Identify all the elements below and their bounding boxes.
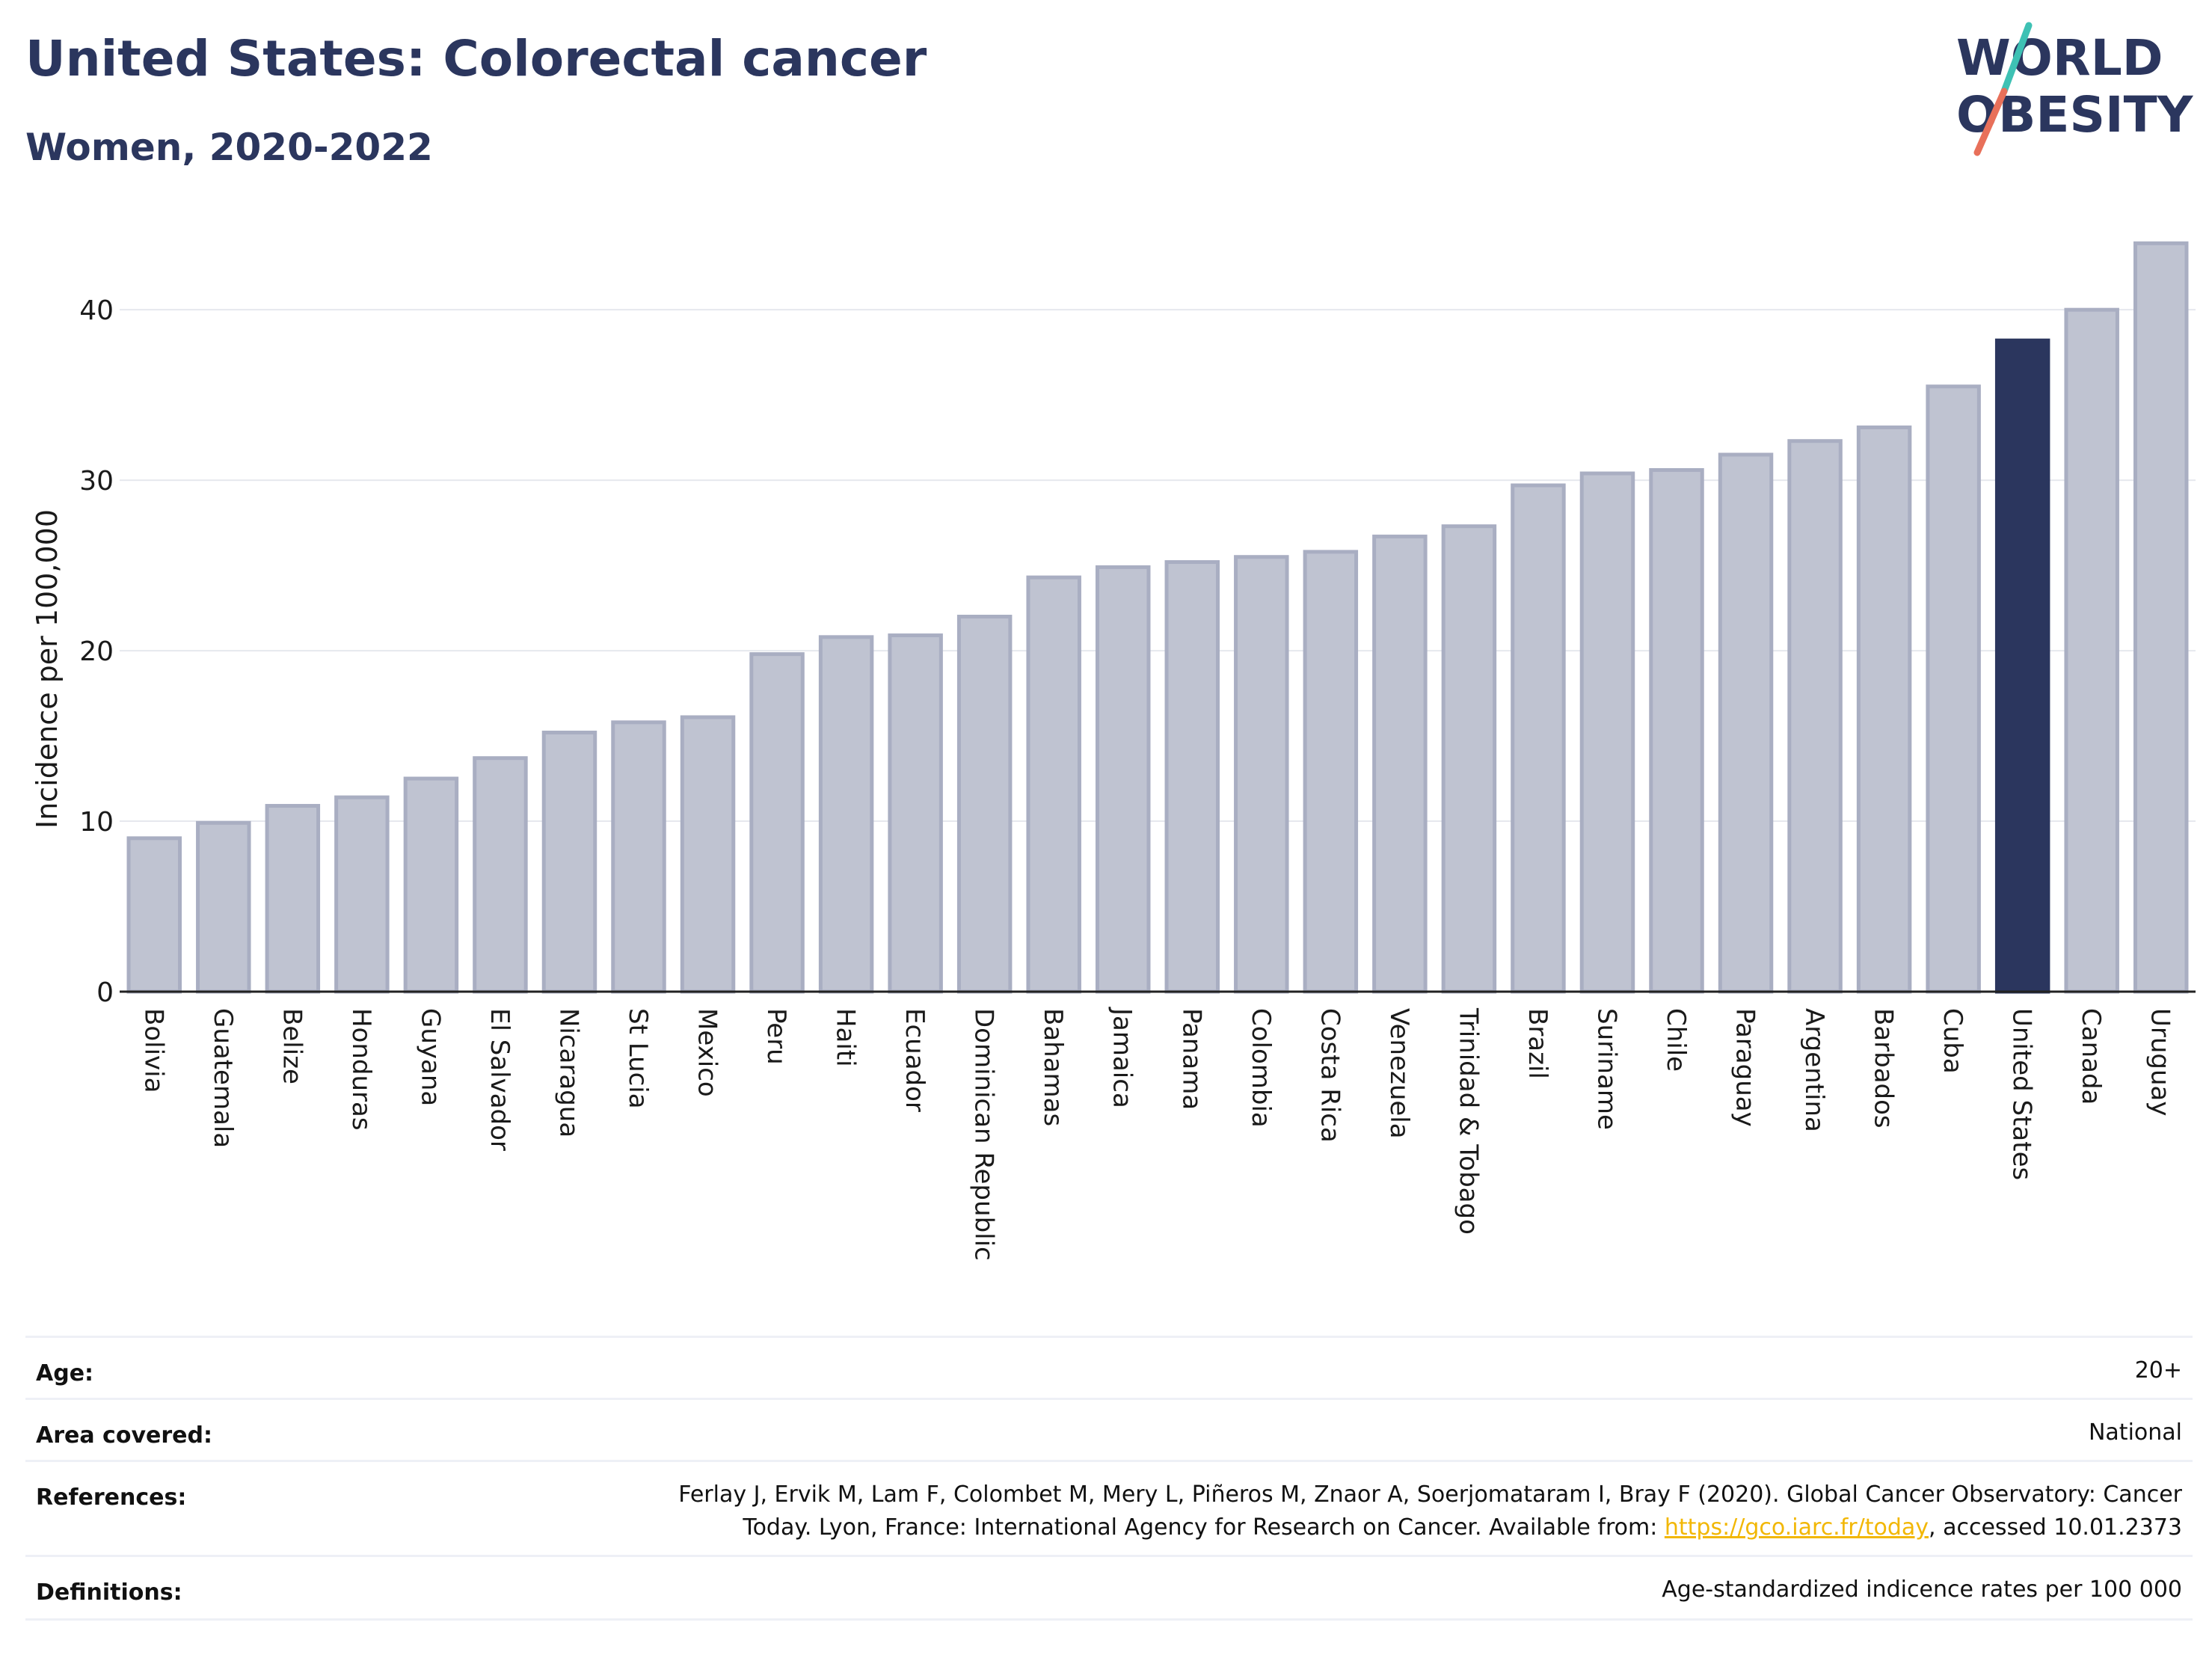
bars (126, 241, 2189, 994)
x-tick-label: Canada (2076, 1008, 2106, 1105)
x-tick-label: Barbados (1869, 1008, 1899, 1129)
y-tick-label: 10 (79, 807, 114, 838)
x-axis-ticks: Bolivia Guatemala Belize Honduras Guyana El S… (138, 1007, 2175, 1261)
definitions-label: Definitions: (36, 1579, 182, 1606)
x-tick-label: Guyana (415, 1008, 445, 1106)
bar (1164, 560, 1220, 994)
logo-slash-bottom (1973, 87, 2008, 156)
x-tick-label: Suriname (1591, 1008, 1621, 1130)
x-tick-label: Trinidad & Tobago (1453, 1007, 1483, 1235)
x-tick-label: Bahamas (1038, 1008, 1068, 1126)
x-tick-label: Honduras (346, 1008, 376, 1131)
bar (1718, 452, 1774, 994)
x-tick-label: Argentina (1799, 1008, 1829, 1132)
x-tick-label: Peru (761, 1008, 791, 1065)
area-value: National (2088, 1419, 2182, 1446)
references-value: Ferlay J, Ervik M, Lam F, Colombet M, Me… (678, 1479, 2182, 1544)
bar (818, 635, 874, 994)
meta-row-area: Area covered: National (25, 1398, 2193, 1460)
bar (473, 756, 528, 994)
x-tick-label: Cuba (1938, 1008, 1967, 1074)
meta-row-age: Age: 20+ (25, 1336, 2193, 1398)
bar (196, 820, 251, 994)
references-line-1: Ferlay J, Ervik M, Lam F, Colombet M, Me… (678, 1481, 2182, 1508)
bar (1372, 534, 1428, 994)
bar (265, 804, 321, 994)
bar-chart: 0 10 20 30 40 Bolivia Guatemala Belize Honduras… (31, 241, 2196, 1261)
y-tick-label: 0 (96, 977, 114, 1008)
age-value: 20+ (2134, 1357, 2182, 1384)
y-axis-label: Incidence per 100,000 (31, 509, 64, 829)
bar (1856, 425, 1912, 994)
bar (749, 652, 805, 994)
y-tick-label: 30 (79, 466, 114, 497)
logo-slash-top (2000, 22, 2033, 95)
x-tick-label: Brazil (1523, 1008, 1552, 1079)
x-tick-label: Nicaragua (553, 1008, 583, 1137)
x-tick-label: Mexico (692, 1008, 722, 1097)
references-line-2-text: Today. Lyon, France: International Agenc… (743, 1514, 1665, 1541)
bar (1441, 524, 1497, 994)
references-label: References: (36, 1484, 187, 1511)
references-line-2-suffix: , accessed 10.01.2373 (1929, 1514, 2182, 1541)
bar (956, 615, 1013, 994)
bar (1095, 565, 1151, 994)
bar (1787, 439, 1843, 994)
x-tick-label: Colombia (1246, 1008, 1276, 1128)
meta-row-definitions: Definitions: Age-standardized indicence … (25, 1555, 2193, 1621)
age-label: Age: (36, 1360, 94, 1387)
x-tick-label: El Salvador (485, 1008, 514, 1151)
area-label: Area covered: (36, 1422, 212, 1449)
definitions-value: Age-standardized indicence rates per 100… (1662, 1576, 2182, 1603)
bar (2133, 241, 2189, 994)
x-tick-label: St Lucia (623, 1008, 653, 1109)
y-axis-ticks: 0 10 20 30 40 (79, 295, 114, 1008)
chart-subtitle: Women, 2020-2022 (25, 126, 433, 169)
x-tick-label: Ecuador (900, 1008, 930, 1112)
x-tick-label: United States (2007, 1008, 2037, 1180)
meta-row-references: References: Ferlay J, Ervik M, Lam F, Co… (25, 1460, 2193, 1555)
bar-highlight (1994, 338, 2050, 994)
x-tick-label: Haiti (831, 1008, 861, 1067)
references-line-2: Today. Lyon, France: International Agenc… (678, 1511, 2182, 1544)
x-tick-label: Bolivia (138, 1008, 168, 1093)
gridlines (120, 309, 2196, 823)
x-tick-label: Costa Rica (1315, 1008, 1345, 1143)
x-tick-label: Paraguay (1730, 1008, 1760, 1127)
bar (888, 633, 943, 994)
bar (1511, 483, 1566, 994)
bar (403, 776, 459, 994)
y-tick-label: 40 (79, 295, 114, 326)
bar (1026, 575, 1081, 994)
x-tick-label: Panama (1176, 1008, 1206, 1110)
bar (334, 795, 390, 994)
x-tick-label: Dominican Republic (969, 1008, 999, 1261)
x-tick-label: Uruguay (2145, 1008, 2175, 1117)
bar (611, 720, 666, 994)
y-tick-label: 20 (79, 636, 114, 667)
logo-text-world: WORLD (1956, 29, 2163, 87)
x-tick-label: Venezuela (1384, 1008, 1414, 1139)
bar (1234, 555, 1289, 994)
x-tick-label: Belize (277, 1008, 307, 1084)
x-tick-label: Jamaica (1107, 1007, 1137, 1108)
bar (2064, 307, 2119, 994)
world-obesity-logo: WORLD OBESITY (1956, 22, 2194, 156)
bar (541, 731, 597, 994)
bar (1649, 467, 1704, 994)
references-link[interactable]: https://gco.iarc.fr/today (1664, 1514, 1929, 1541)
chart-title: United States: Colorectal cancer (25, 30, 927, 87)
bar (1579, 471, 1635, 994)
bar (1926, 384, 1981, 994)
x-tick-label: Guatemala (208, 1008, 238, 1148)
x-tick-label: Chile (1661, 1008, 1691, 1072)
bar (126, 836, 182, 994)
bar (1303, 550, 1359, 994)
bar (680, 715, 736, 994)
